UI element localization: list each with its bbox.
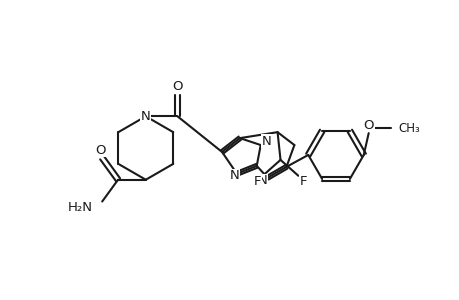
Text: N: N: [140, 110, 151, 123]
Text: O: O: [172, 80, 182, 93]
Text: F: F: [253, 175, 261, 188]
Text: CH₃: CH₃: [397, 122, 419, 135]
Text: O: O: [95, 143, 105, 157]
Text: N: N: [257, 174, 267, 187]
Text: H₂N: H₂N: [67, 201, 92, 214]
Text: N: N: [261, 135, 271, 148]
Text: F: F: [299, 175, 307, 188]
Text: O: O: [363, 119, 373, 132]
Text: N: N: [230, 169, 239, 182]
